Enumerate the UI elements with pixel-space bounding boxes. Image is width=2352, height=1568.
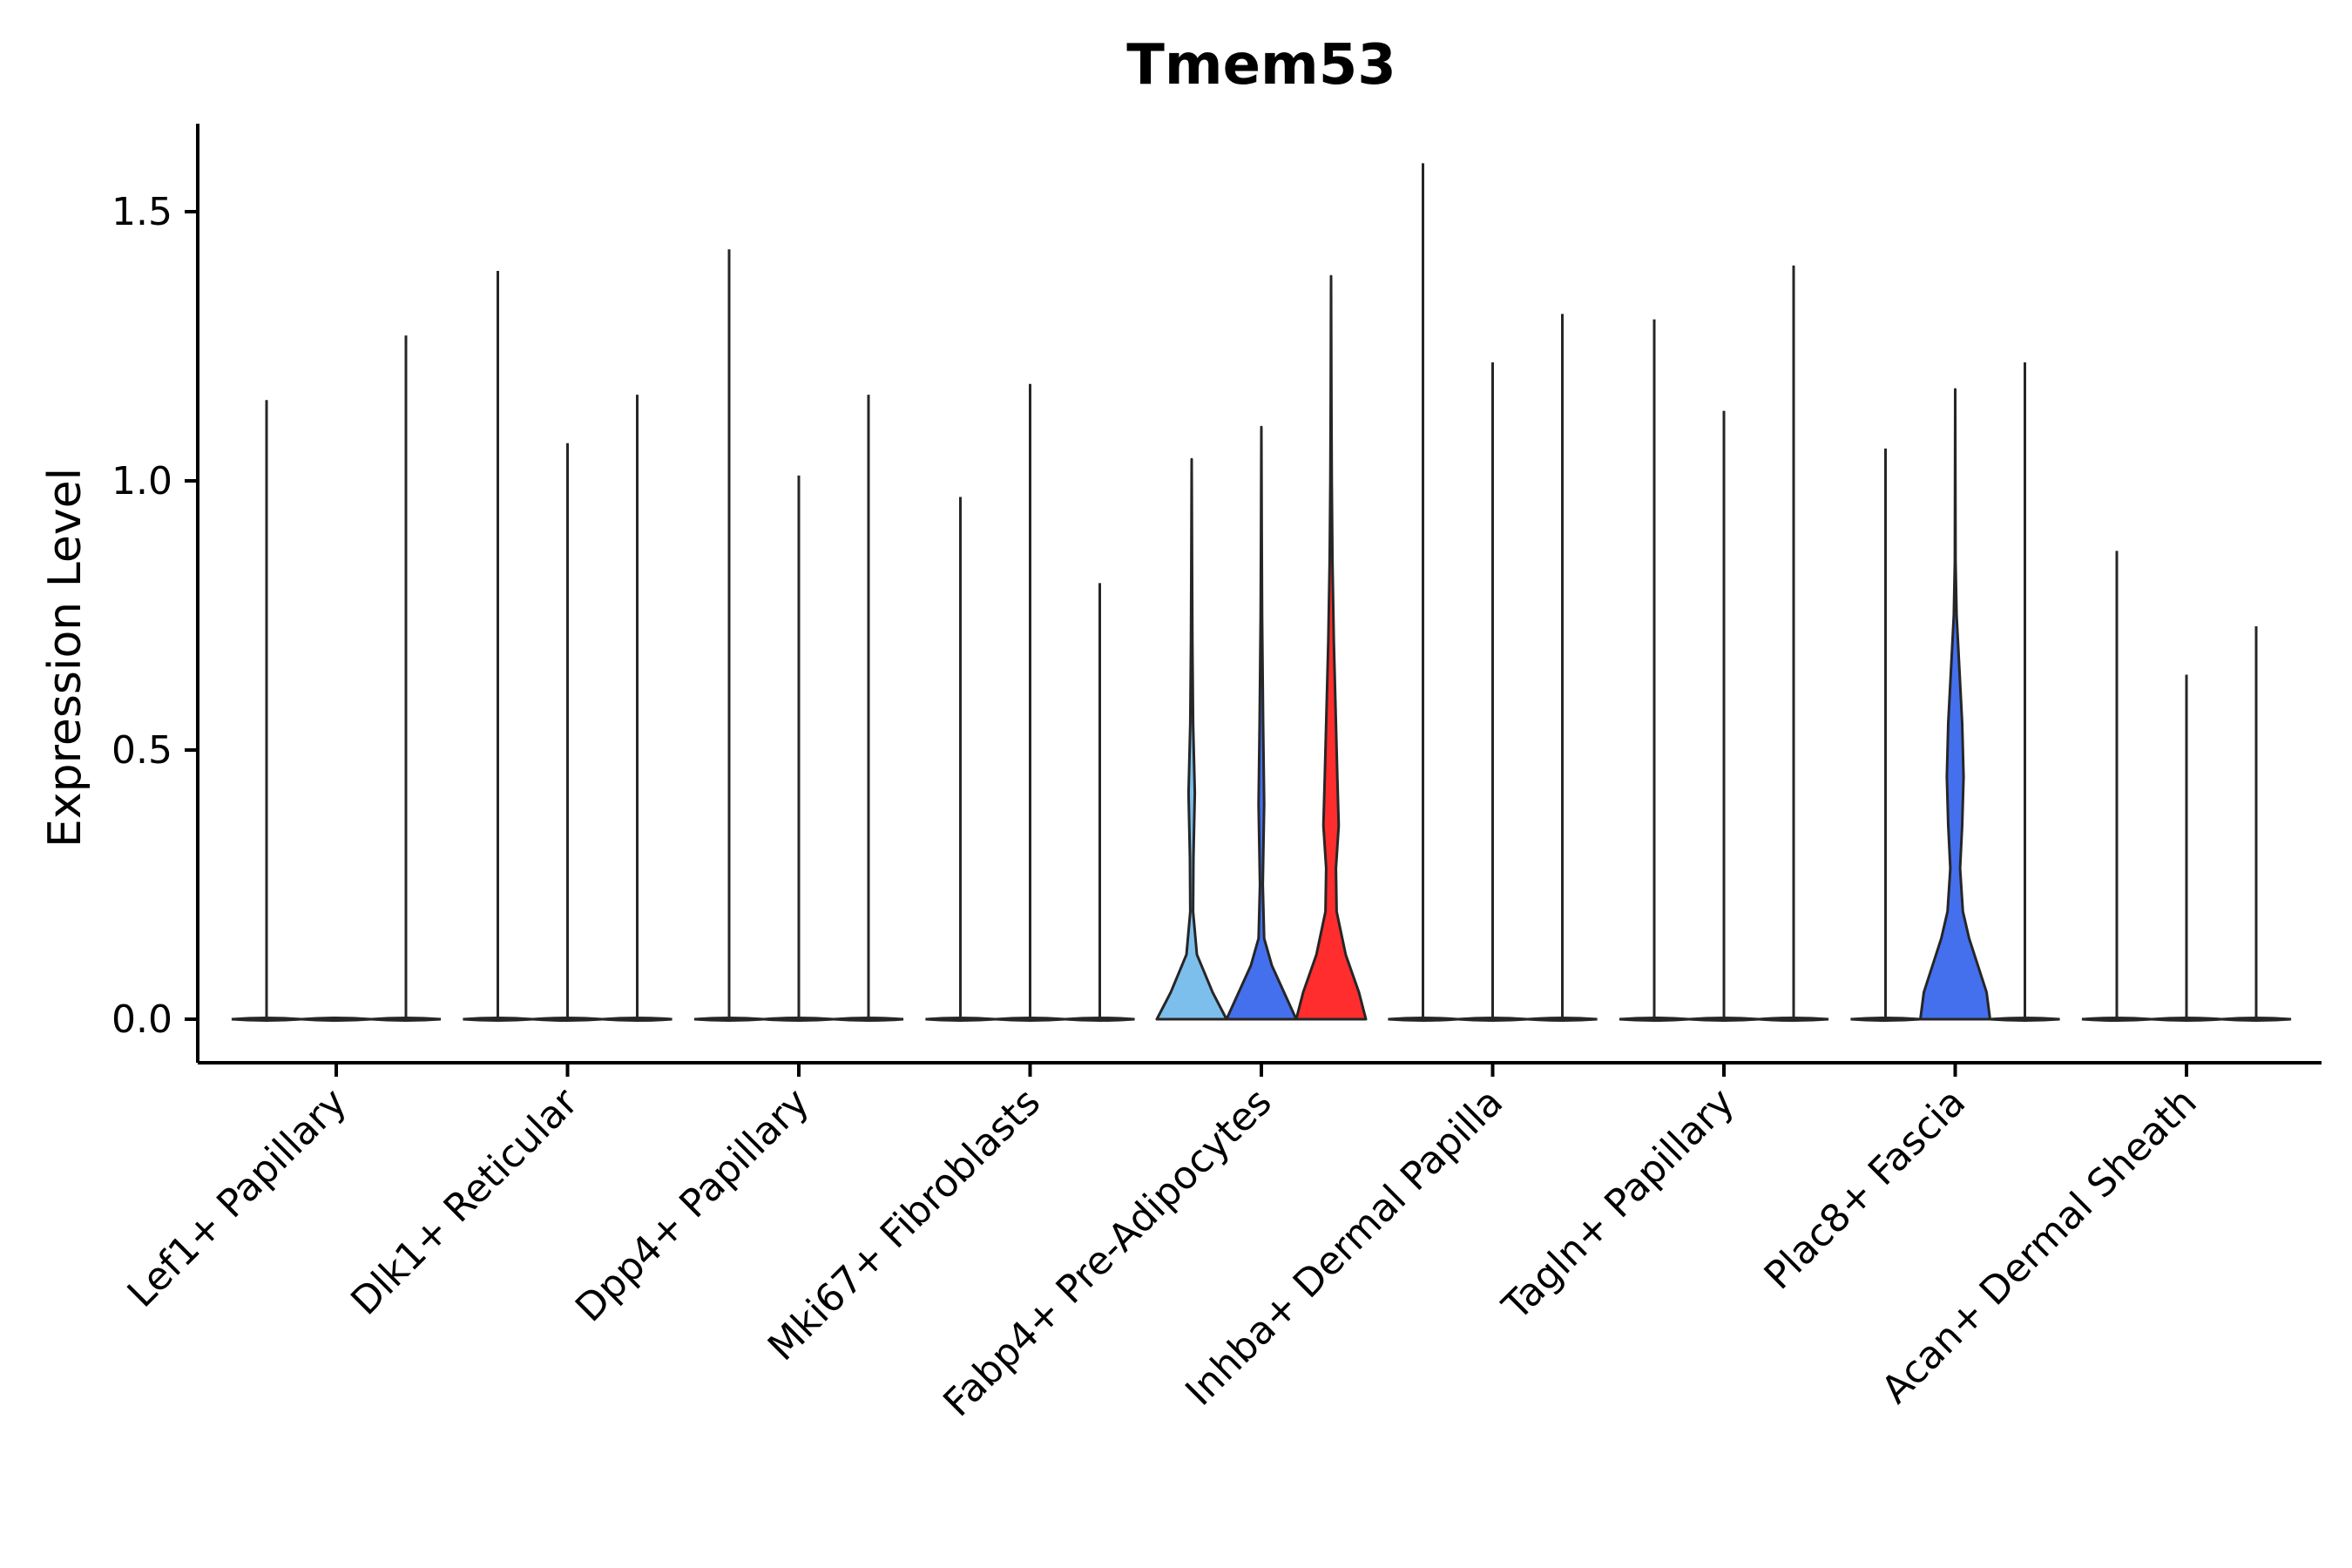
chart-title: Tmem53 bbox=[1126, 33, 1396, 98]
x-tick-label: Tagln+ Papillary bbox=[1494, 1080, 1743, 1329]
violin-baseline bbox=[602, 1017, 672, 1022]
y-axis-label: Expression Level bbox=[39, 468, 91, 848]
violin-baseline bbox=[1990, 1017, 2060, 1022]
y-tick-label: 1.5 bbox=[112, 190, 172, 234]
violin-baseline bbox=[1064, 1017, 1135, 1022]
violin-baseline bbox=[301, 1017, 372, 1022]
violin-baseline bbox=[2220, 1017, 2292, 1022]
x-tick-label: Lef1+ Papillary bbox=[119, 1080, 355, 1316]
y-tick-label: 0.0 bbox=[112, 997, 172, 1042]
y-tick-label: 0.5 bbox=[112, 728, 172, 773]
x-tick-label: Dlk1+ Reticular bbox=[342, 1079, 587, 1324]
violin-baseline bbox=[370, 1017, 442, 1022]
violin-shape bbox=[1294, 274, 1368, 1021]
violin-baseline bbox=[1758, 1017, 1829, 1022]
y-tick-label: 1.0 bbox=[112, 459, 172, 504]
violin-shape bbox=[1155, 457, 1228, 1021]
violin-shape bbox=[1919, 388, 1991, 1021]
violin-baseline bbox=[1527, 1017, 1598, 1022]
x-tick-label: Dpp4+ Papillary bbox=[567, 1080, 818, 1331]
violin-shape bbox=[1225, 425, 1298, 1021]
x-tick-label: Plac8+ Fascia bbox=[1756, 1080, 1975, 1299]
plot-area bbox=[231, 163, 2292, 1022]
y-axis-ticks: 0.0 0.5 1.0 1.5 bbox=[112, 190, 198, 1042]
violin-baseline bbox=[833, 1017, 904, 1022]
